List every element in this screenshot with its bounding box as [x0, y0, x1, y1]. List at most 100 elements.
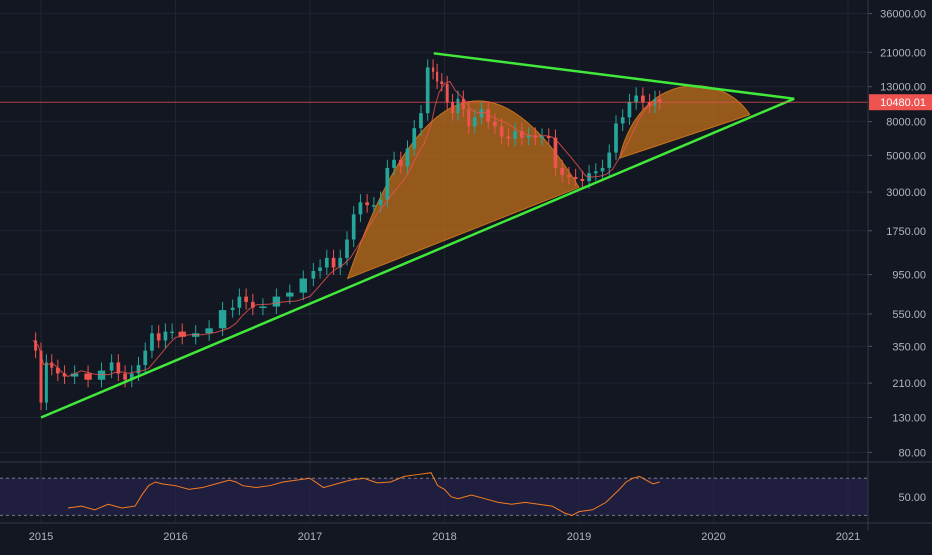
candle-body: [461, 98, 465, 110]
y-tick-label: 36000.00: [880, 9, 926, 21]
y-tick-label: 13000.00: [880, 82, 926, 94]
candle-body: [39, 350, 43, 403]
candle-body: [230, 307, 235, 311]
moving-average-line: [32, 80, 663, 378]
last-price-badge: [869, 94, 932, 111]
candle-body: [358, 202, 363, 215]
trendline-layer: [0, 52, 868, 419]
y-tick-label: 3000.00: [886, 187, 926, 199]
candle-body: [467, 109, 471, 127]
candle-body: [50, 362, 54, 368]
x-tick-label: 2016: [163, 531, 187, 543]
candle-body: [163, 331, 168, 341]
y-tick-label: 350.00: [892, 341, 926, 353]
candle-body: [456, 98, 460, 114]
candle-body: [170, 331, 174, 334]
x-tick-label: 2015: [29, 531, 53, 543]
candle-body: [620, 117, 625, 124]
candle-body: [451, 102, 455, 114]
candle-body: [123, 373, 127, 380]
rsi-line: [67, 472, 660, 516]
candle-body: [440, 81, 444, 85]
candle-layer: [32, 59, 663, 411]
y-tick-label: 550.00: [892, 309, 926, 321]
candle-body: [486, 109, 491, 122]
candle-body: [84, 373, 92, 380]
candle-body: [499, 126, 504, 137]
candle-body: [272, 296, 281, 307]
candle-body: [513, 131, 517, 139]
candle-body: [331, 257, 336, 268]
candle-body: [431, 67, 435, 72]
candle-body: [116, 362, 121, 374]
candle-body: [34, 340, 38, 351]
candle-body: [311, 270, 316, 279]
candle-body: [109, 362, 114, 371]
candle-body: [218, 310, 227, 329]
candle-body: [150, 333, 154, 351]
candle-body: [250, 301, 255, 308]
candle-body: [519, 131, 524, 138]
candle-body: [345, 239, 349, 258]
candle-body: [435, 71, 439, 82]
candle-body: [540, 136, 544, 139]
candle-body: [553, 137, 558, 168]
candle-body: [445, 84, 449, 103]
candle-body: [156, 333, 161, 341]
candle-body: [425, 67, 430, 114]
y-tick-label: 80.00: [898, 447, 926, 459]
last-price-label: 10480.01: [880, 97, 926, 109]
candle-body: [299, 278, 307, 293]
candle-body: [129, 373, 134, 380]
y-tick-label: 210.00: [892, 378, 926, 390]
candle-body: [392, 159, 396, 168]
candle-body: [385, 167, 390, 200]
candle-body: [286, 292, 294, 297]
candle-body: [55, 367, 60, 374]
candle-body: [567, 175, 571, 177]
candle-body: [479, 109, 484, 118]
x-tick-label: 2017: [298, 531, 322, 543]
candle-body: [580, 178, 585, 181]
candle-body: [647, 102, 652, 106]
candle-body: [614, 123, 618, 153]
y-tick-label: 1750.00: [886, 226, 926, 238]
y-tick-label: 21000.00: [880, 47, 926, 59]
candle-body: [560, 167, 565, 176]
axes: 2015 2016 2017 2018 2019 2020 2021 36000.00 2100…: [0, 0, 932, 543]
y-tick-label: 8000.00: [886, 117, 926, 129]
y-tick-label: 950.00: [892, 270, 926, 282]
x-tick-label: 2019: [567, 531, 591, 543]
candle-body: [600, 167, 605, 172]
candle-body: [634, 95, 639, 103]
candle-body: [493, 121, 497, 127]
candle-body: [318, 267, 322, 271]
candle-body: [607, 152, 612, 168]
rsi-pane: [0, 472, 868, 516]
candle-body: [419, 113, 423, 129]
candle-body: [259, 306, 267, 308]
candle-body: [573, 176, 578, 179]
candle-body: [205, 328, 213, 334]
candle-body: [506, 136, 511, 139]
candle-body: [405, 148, 410, 167]
y-tick-label: 130.00: [892, 413, 926, 425]
resistance-trendline: [433, 52, 795, 100]
candle-body: [178, 331, 186, 337]
candle-body: [62, 373, 67, 377]
rsi-tick-label: 50.00: [898, 492, 926, 504]
candle-body: [641, 95, 645, 103]
candle-body: [136, 365, 141, 374]
y-tick-label: 5000.00: [886, 150, 926, 162]
support-trendline: [40, 97, 795, 419]
candle-body: [143, 350, 148, 366]
candle-body: [533, 135, 538, 138]
candle-body: [351, 214, 356, 240]
candle-body: [237, 296, 242, 308]
x-tick-label: 2020: [701, 531, 725, 543]
rsi-band: [0, 478, 868, 516]
candle-body: [244, 296, 248, 302]
candle-body: [587, 173, 591, 181]
